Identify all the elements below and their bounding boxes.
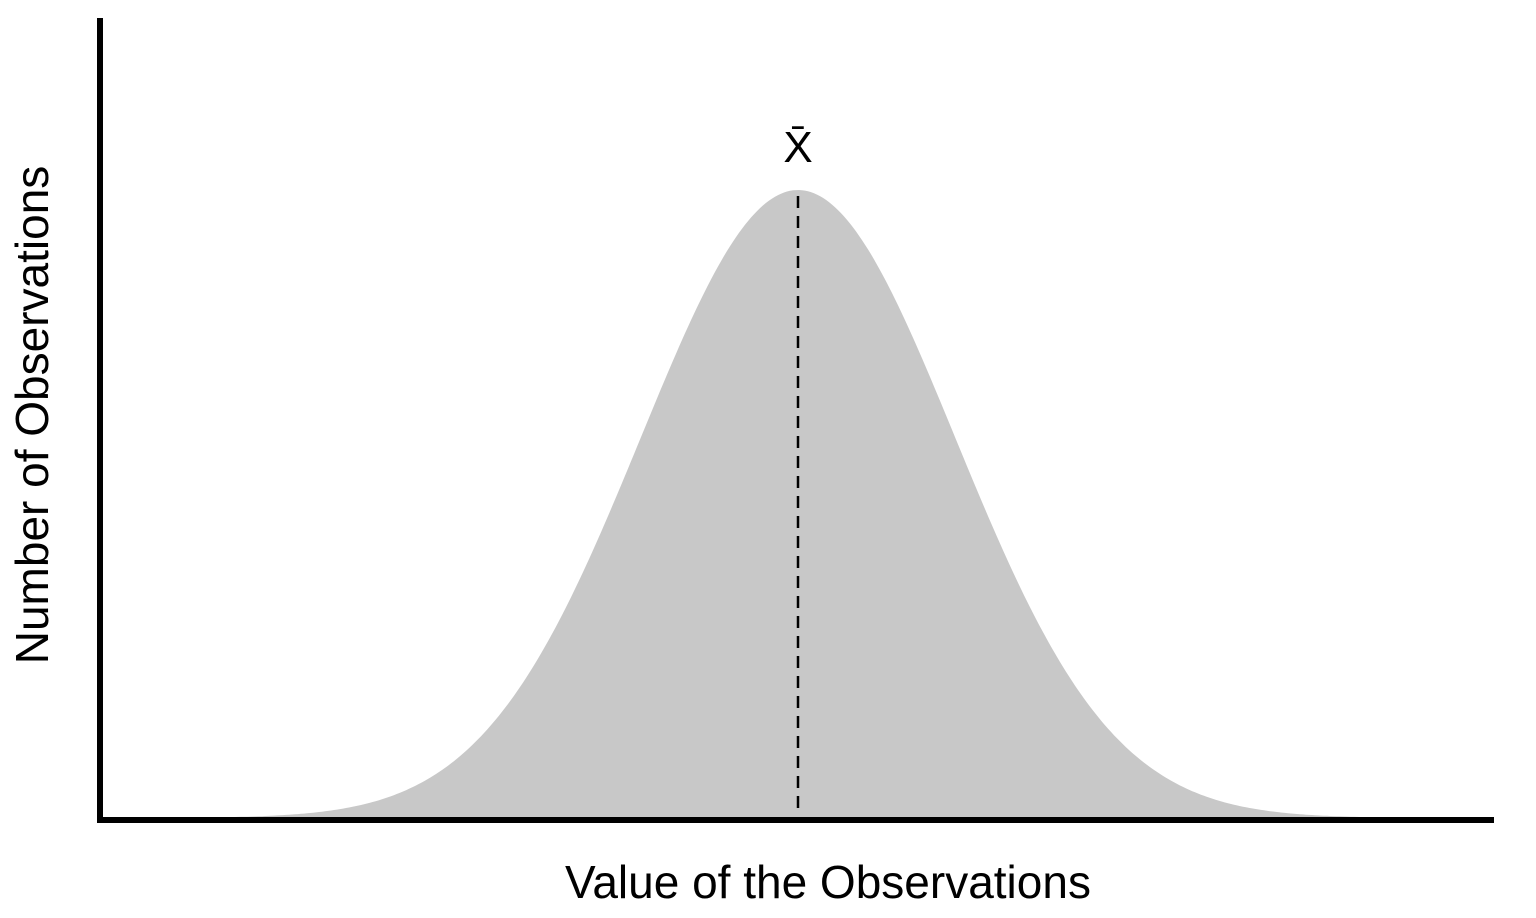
mean-label: X̄	[783, 123, 812, 172]
x-axis-label: Value of the Observations	[565, 856, 1091, 908]
y-axis-label: Number of Observations	[6, 166, 58, 665]
